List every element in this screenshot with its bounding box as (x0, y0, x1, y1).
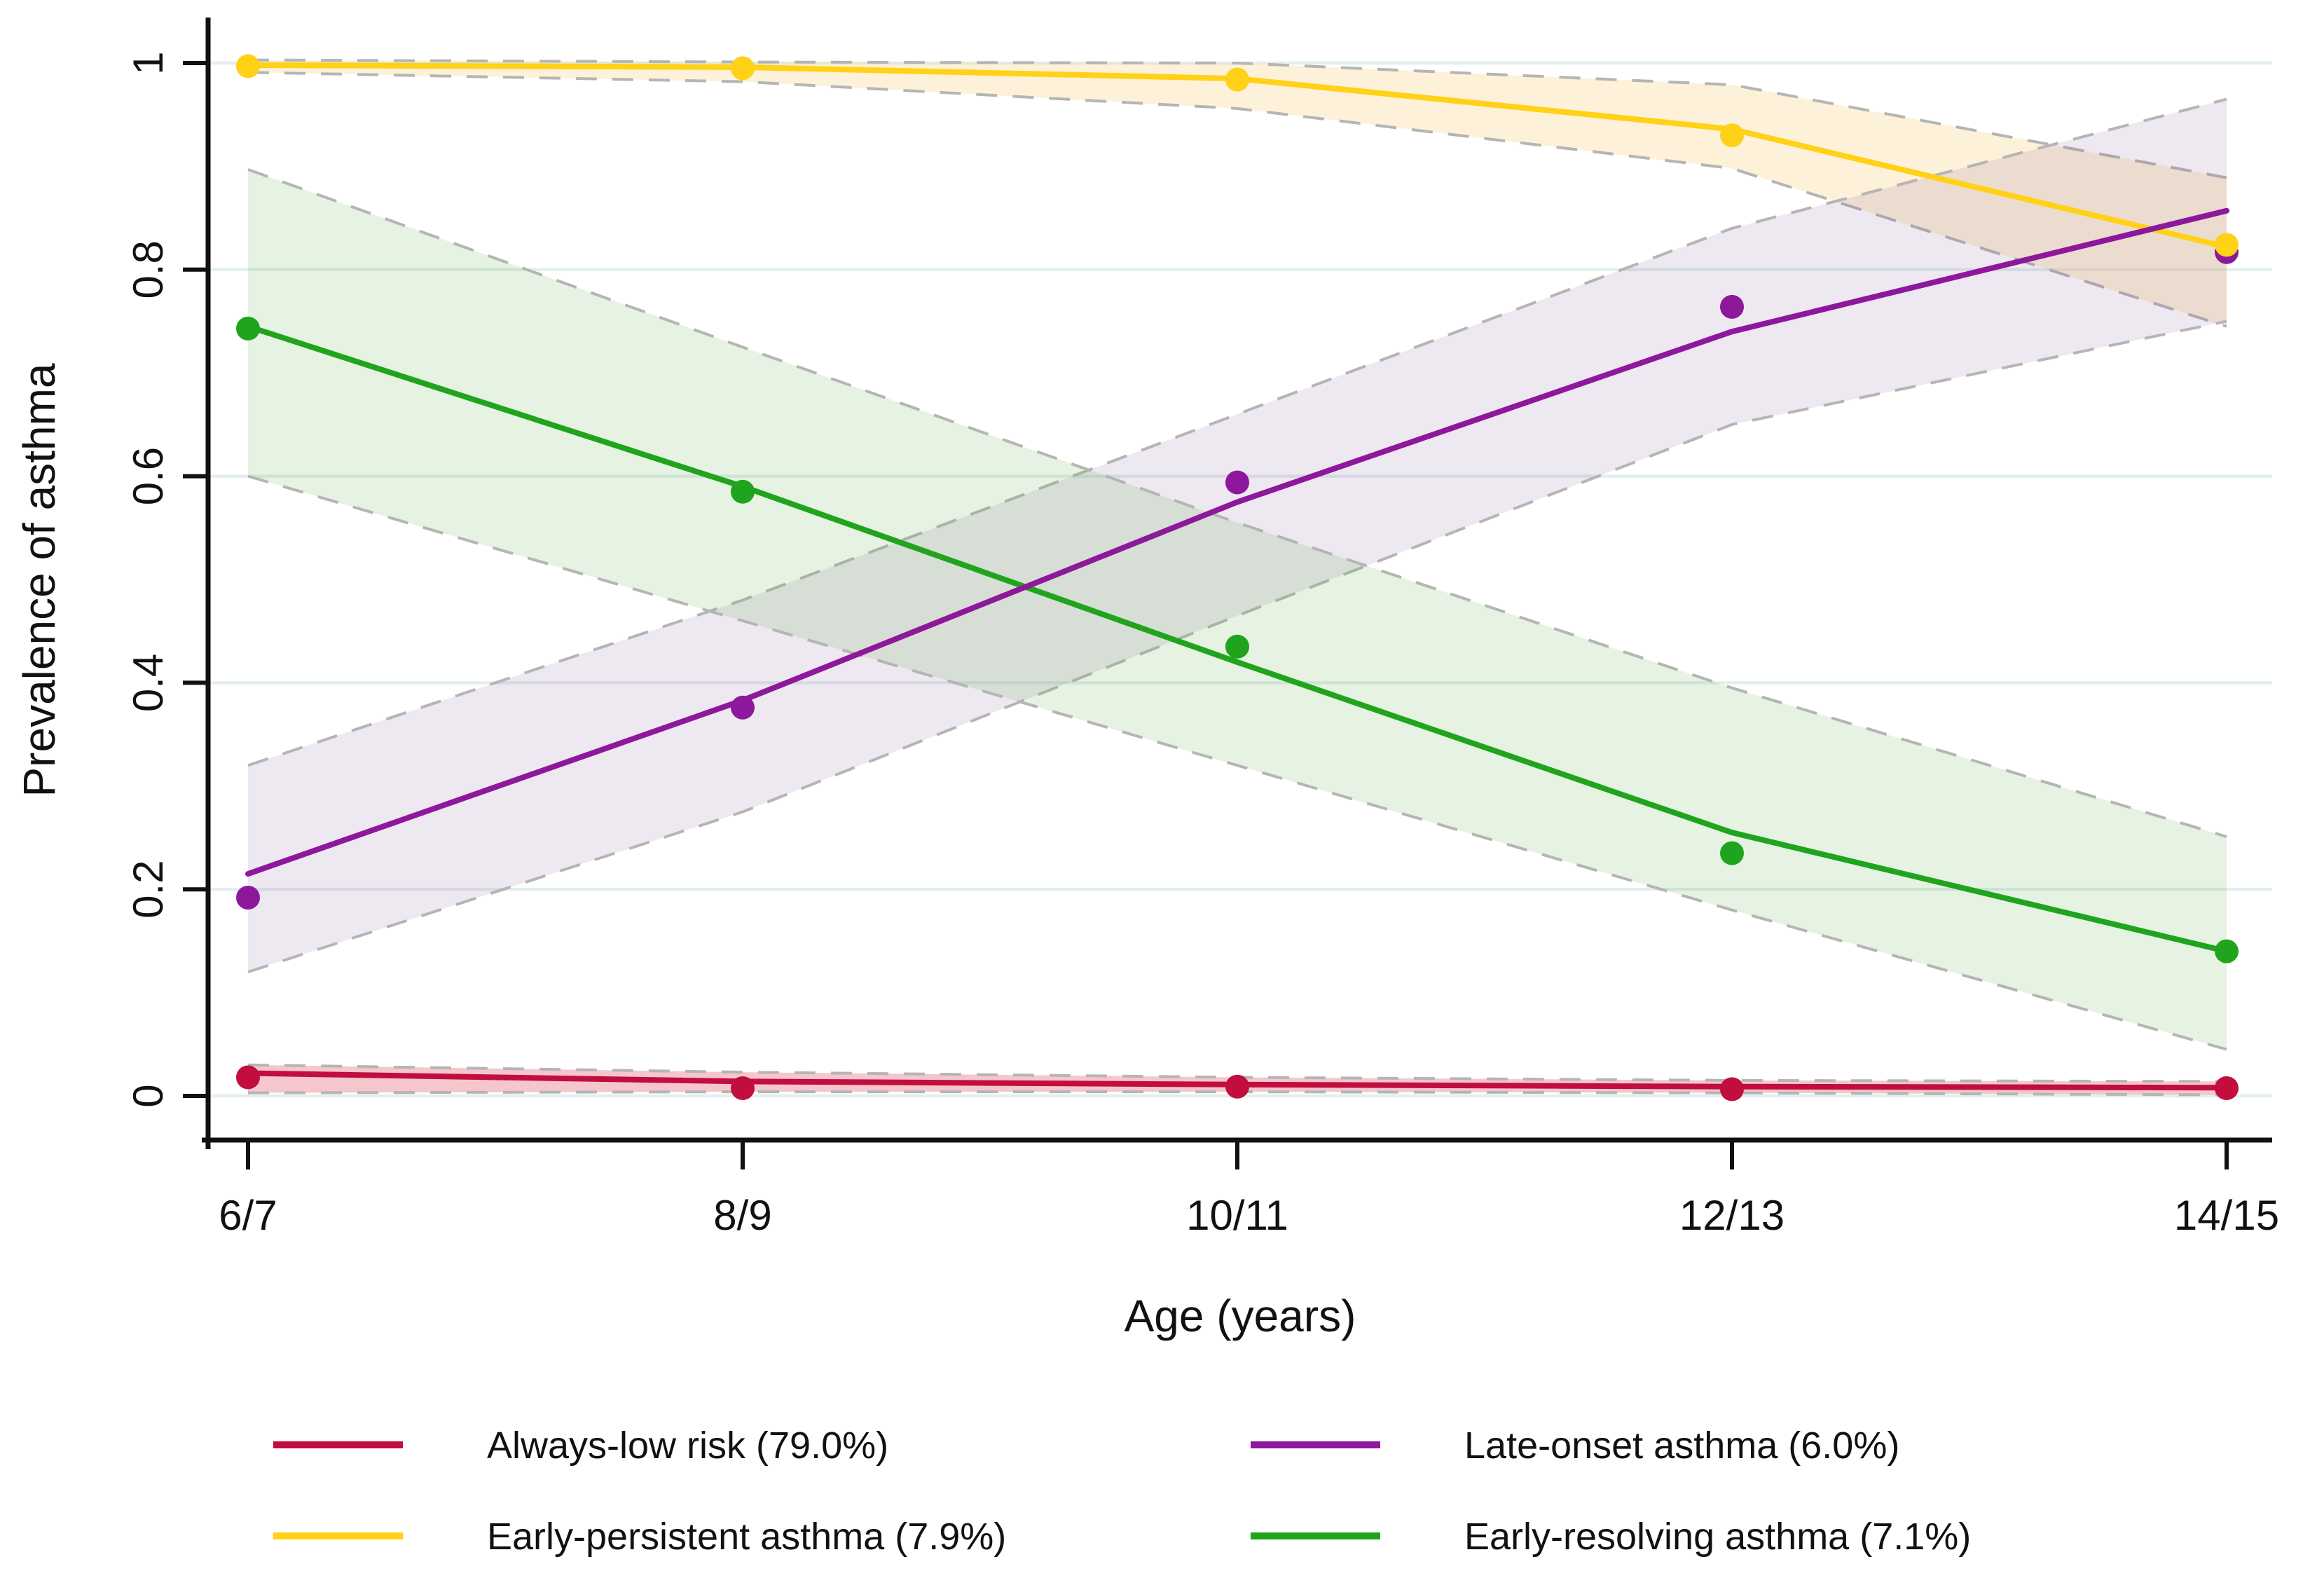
data-point (1225, 634, 1249, 659)
series-line (245, 323, 2229, 954)
series-line (245, 207, 2229, 877)
y-tick-label: 0 (125, 1084, 172, 1107)
data-point (731, 1076, 755, 1100)
confidence-band-lower-border (247, 71, 2227, 328)
x-tick-label: 6/7 (219, 1192, 277, 1239)
data-point (236, 1065, 260, 1090)
data-point-layer (236, 54, 2239, 1102)
legend-item-label: Always-low risk (79.0%) (487, 1425, 888, 1467)
x-axis-title: Age (years) (1125, 1291, 1356, 1341)
data-point (1225, 67, 1249, 92)
y-tick-label: 0.6 (125, 447, 172, 505)
legend-item: Late-onset asthma (6.0%) (1251, 1425, 1899, 1467)
legend-item: Always-low risk (79.0%) (273, 1425, 888, 1467)
y-tick-label: 0.2 (125, 860, 172, 918)
axis-layer: 0 0.2 0.4 0.6 0.8 1 6/7 8/9 10/11 12/13 14/15 (125, 18, 2279, 1239)
y-axis-title: Prevalence of asthma (14, 363, 64, 797)
x-tick-label: 14/15 (2174, 1192, 2279, 1239)
data-point (236, 54, 260, 78)
data-point (731, 695, 755, 720)
data-point (1720, 123, 1744, 148)
data-point (2215, 233, 2239, 257)
data-point (1225, 470, 1249, 495)
legend-item: Early-persistent asthma (7.9%) (273, 1516, 1006, 1558)
confidence-band-lower-border (247, 320, 2227, 974)
data-point (1225, 1074, 1249, 1099)
data-point (1720, 1077, 1744, 1102)
y-tick-label: 1 (125, 51, 172, 74)
data-point (731, 479, 755, 504)
confidence-band-lower-border (247, 474, 2227, 1051)
y-tick-label: 0.4 (125, 654, 172, 712)
data-point (236, 885, 260, 910)
legend-item-label: Early-resolving asthma (7.1%) (1464, 1516, 1971, 1558)
confidence-band (248, 169, 2227, 1050)
data-point (1720, 294, 1744, 319)
data-point (2215, 939, 2239, 963)
legend-item-label: Late-onset asthma (6.0%) (1464, 1425, 1899, 1467)
data-point (1720, 841, 1744, 865)
data-point (731, 56, 755, 81)
legend: Always-low risk (79.0%) Late-onset asthma… (273, 1425, 1971, 1558)
x-tick-label: 10/11 (1186, 1192, 1288, 1239)
data-point (236, 316, 260, 341)
y-tick-label: 0.8 (125, 240, 172, 299)
confidence-band-layer (247, 58, 2227, 1097)
legend-item: Early-resolving asthma (7.1%) (1251, 1516, 1971, 1558)
confidence-band-upper-border (247, 58, 2227, 179)
legend-item-label: Early-persistent asthma (7.9%) (487, 1516, 1006, 1558)
confidence-band-upper-border (247, 97, 2227, 767)
x-tick-label: 12/13 (1679, 1192, 1785, 1239)
data-point (2215, 1076, 2239, 1100)
x-tick-label: 8/9 (713, 1192, 771, 1239)
